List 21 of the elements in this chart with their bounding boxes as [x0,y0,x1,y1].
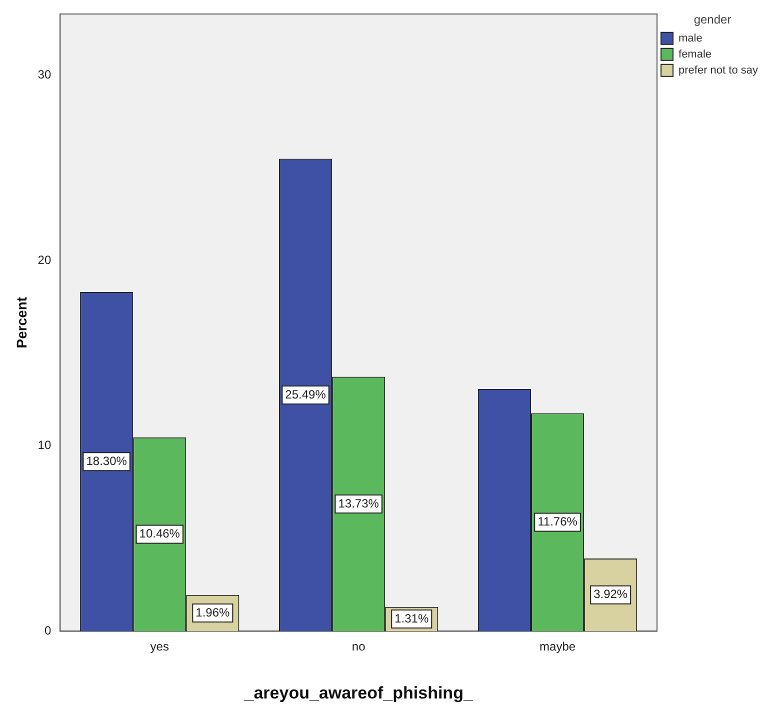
data-label: 3.92% [594,587,628,602]
y-tick-label: 0 [44,624,52,638]
y-tick-label: 20 [38,252,52,267]
y-axis-title: Percent [13,296,30,348]
legend-label: male [678,32,702,44]
x-tick-label: maybe [540,640,576,654]
legend-label: female [678,48,712,60]
data-label: 11.76% [538,514,578,529]
x-tick-label: no [352,640,366,654]
data-label: 13.73% [338,496,380,510]
legend-label: prefer not to say [678,64,758,76]
data-label: 1.96% [196,605,230,620]
data-label: 18.30% [86,454,128,468]
data-label: 10.46% [139,526,180,541]
x-axis-title: _areyou_awareof_phishing_ [243,683,474,702]
legend-title: gender [694,12,732,26]
data-label: 25.49% [285,387,326,402]
data-label: 1.31% [394,611,429,626]
y-tick-label: 10 [38,438,52,452]
y-tick-label: 30 [38,67,52,82]
x-tick-label: yes [150,640,169,654]
